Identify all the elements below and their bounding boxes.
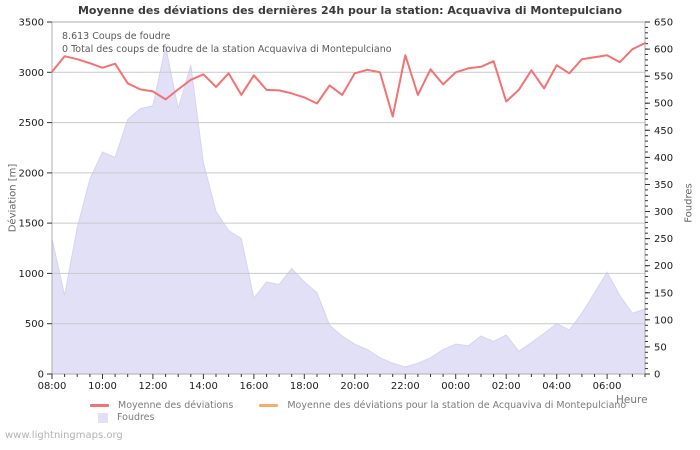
svg-text:500: 500 [654, 99, 673, 110]
svg-text:08:00: 08:00 [38, 381, 67, 392]
legend-swatch-foudres [98, 412, 108, 423]
annotation-station-total: 0 Total des coups de foudre de la statio… [62, 44, 392, 55]
svg-text:3000: 3000 [19, 68, 44, 79]
watermark: www.lightningmaps.org [5, 430, 123, 441]
svg-text:16:00: 16:00 [239, 381, 268, 392]
legend-row-1: Moyenne des déviations Moyenne des dévia… [90, 400, 626, 411]
svg-text:50: 50 [654, 342, 667, 353]
svg-text:00:00: 00:00 [441, 381, 470, 392]
svg-text:2000: 2000 [19, 168, 44, 179]
svg-text:22:00: 22:00 [391, 381, 420, 392]
svg-text:100: 100 [654, 315, 673, 326]
legend-swatch-station-deviations [259, 404, 279, 407]
svg-text:300: 300 [654, 207, 673, 218]
svg-text:250: 250 [654, 234, 673, 245]
svg-text:14:00: 14:00 [189, 381, 218, 392]
svg-text:1000: 1000 [19, 269, 44, 280]
svg-text:200: 200 [654, 261, 673, 272]
legend-label-deviations: Moyenne des déviations [118, 400, 234, 411]
svg-text:04:00: 04:00 [542, 381, 571, 392]
svg-text:550: 550 [654, 72, 673, 83]
legend-swatch-deviations [90, 404, 109, 407]
legend-label-foudres: Foudres [117, 412, 155, 423]
svg-text:12:00: 12:00 [138, 381, 167, 392]
svg-text:600: 600 [654, 45, 673, 56]
svg-text:350: 350 [654, 180, 673, 191]
svg-text:0: 0 [654, 370, 660, 381]
svg-text:06:00: 06:00 [593, 381, 622, 392]
x-axis-title: Heure [616, 394, 648, 406]
svg-text:500: 500 [25, 319, 44, 330]
svg-text:3500: 3500 [19, 18, 44, 29]
svg-text:1500: 1500 [19, 219, 44, 230]
annotation-strike-count: 8.613 Coups de foudre [62, 31, 171, 42]
svg-text:150: 150 [654, 288, 673, 299]
legend-row-2: Foudres [98, 412, 154, 423]
y-axis-title-right: Foudres [683, 183, 695, 223]
svg-text:400: 400 [654, 153, 673, 164]
svg-text:02:00: 02:00 [492, 381, 521, 392]
svg-text:0: 0 [38, 370, 44, 381]
svg-text:2500: 2500 [19, 118, 44, 129]
svg-text:18:00: 18:00 [290, 381, 319, 392]
svg-text:450: 450 [654, 126, 673, 137]
svg-text:650: 650 [654, 18, 673, 29]
svg-text:10:00: 10:00 [88, 381, 117, 392]
page-title: Moyenne des déviations des dernières 24h… [77, 4, 623, 17]
y-axis-title-left: Déviation [m] [7, 163, 19, 233]
legend-label-station-deviations: Moyenne des déviations pour la station d… [287, 400, 627, 411]
svg-text:20:00: 20:00 [340, 381, 369, 392]
